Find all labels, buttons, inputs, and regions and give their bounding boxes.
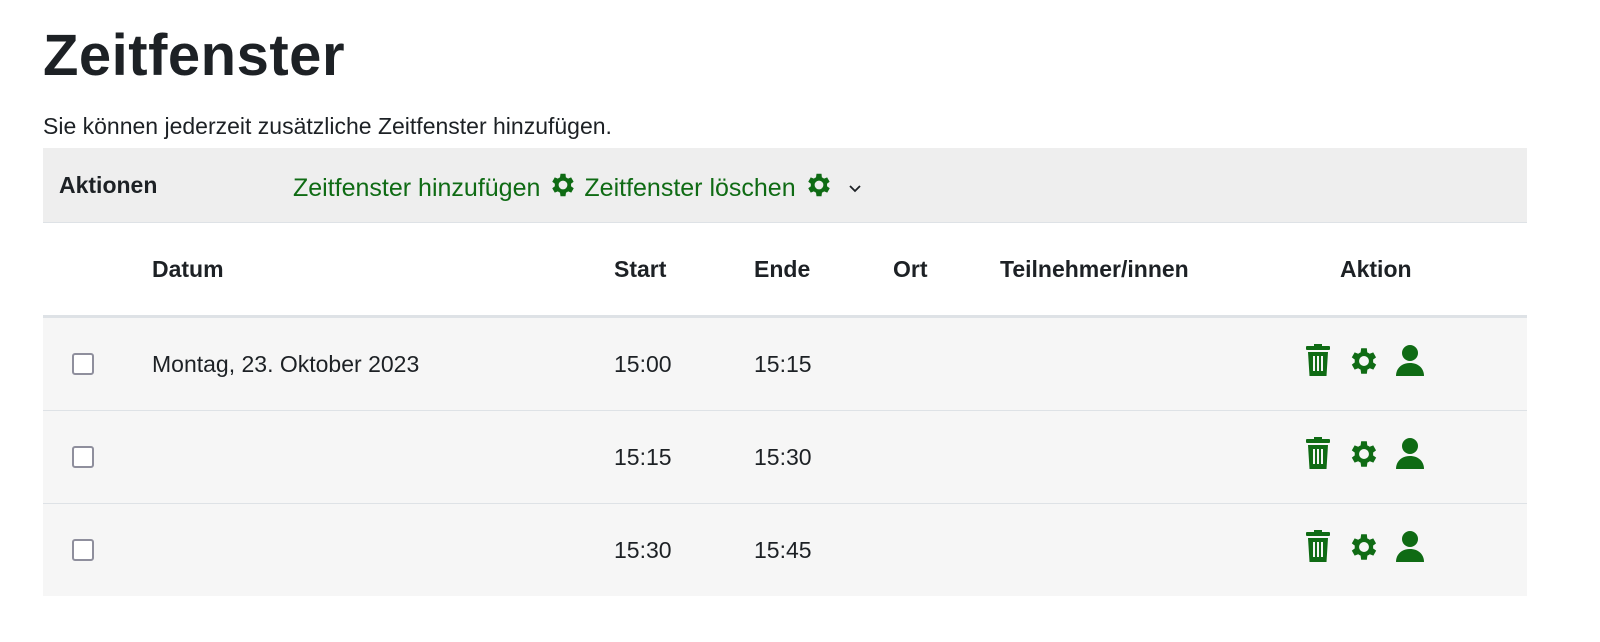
- row-end: 15:45: [754, 503, 893, 596]
- row-date: [152, 503, 614, 596]
- gear-icon[interactable]: [548, 170, 578, 207]
- gear-icon[interactable]: [1347, 437, 1381, 477]
- header-end[interactable]: Ende: [754, 223, 893, 318]
- actions-bar: Aktionen Zeitfenster hinzufügen Zeitfens…: [43, 148, 1527, 223]
- row-checkbox[interactable]: [72, 539, 94, 561]
- add-slots-link[interactable]: Zeitfenster hinzufügen: [293, 174, 541, 202]
- row-start: 15:00: [614, 316, 754, 411]
- trash-icon[interactable]: [1303, 530, 1333, 570]
- row-location: [893, 503, 1000, 596]
- row-checkbox[interactable]: [72, 446, 94, 468]
- row-checkbox[interactable]: [72, 353, 94, 375]
- row-end: 15:15: [754, 316, 893, 411]
- header-location[interactable]: Ort: [893, 223, 1000, 318]
- slots-table: Datum Start Ende Ort Teilnehmer/innen Ak…: [43, 223, 1527, 596]
- intro-text: Sie können jederzeit zusätzliche Zeitfen…: [43, 113, 612, 139]
- gear-icon[interactable]: [1347, 530, 1381, 570]
- header-select: [43, 223, 152, 318]
- user-icon[interactable]: [1395, 530, 1425, 570]
- header-participants[interactable]: Teilnehmer/innen: [1000, 223, 1295, 318]
- row-date: Montag, 23. Oktober 2023: [152, 316, 614, 411]
- row-participants: [1000, 316, 1295, 411]
- header-start[interactable]: Start: [614, 223, 754, 318]
- table-row: 15:15 15:30: [43, 410, 1527, 504]
- chevron-down-icon[interactable]: [848, 178, 862, 199]
- header-date[interactable]: Datum: [152, 223, 614, 318]
- row-participants: [1000, 410, 1295, 504]
- trash-icon[interactable]: [1303, 437, 1333, 477]
- row-location: [893, 410, 1000, 504]
- user-icon[interactable]: [1395, 437, 1425, 477]
- table-row: 15:30 15:45: [43, 503, 1527, 596]
- delete-slots-link[interactable]: Zeitfenster löschen: [584, 174, 796, 202]
- row-participants: [1000, 503, 1295, 596]
- gear-icon[interactable]: [804, 170, 834, 207]
- actions-label: Aktionen: [59, 172, 158, 198]
- page-title: Zeitfenster: [43, 23, 346, 88]
- table-row: Montag, 23. Oktober 2023 15:00 15:15: [43, 316, 1527, 411]
- row-end: 15:30: [754, 410, 893, 504]
- trash-icon[interactable]: [1303, 344, 1333, 384]
- row-start: 15:15: [614, 410, 754, 504]
- user-icon[interactable]: [1395, 344, 1425, 384]
- row-location: [893, 316, 1000, 411]
- header-action: Aktion: [1295, 223, 1527, 318]
- gear-icon[interactable]: [1347, 344, 1381, 384]
- row-start: 15:30: [614, 503, 754, 596]
- table-header-row: Datum Start Ende Ort Teilnehmer/innen Ak…: [43, 223, 1527, 318]
- row-date: [152, 410, 614, 504]
